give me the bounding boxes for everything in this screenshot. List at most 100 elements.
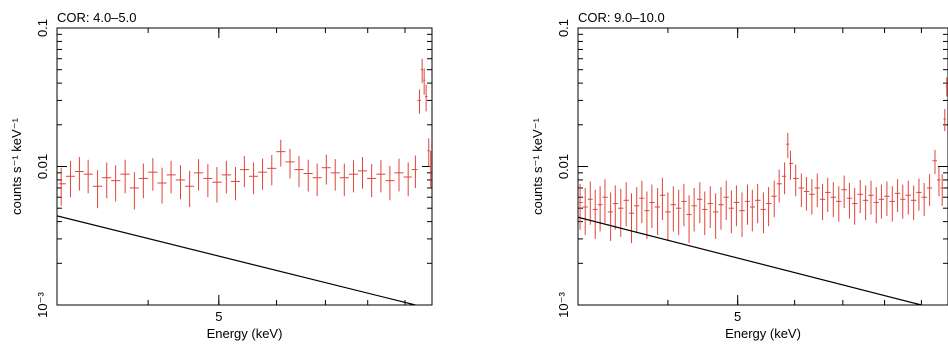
x-axis-label: Energy (keV)	[207, 326, 283, 341]
data-point	[312, 163, 322, 197]
chart-title: COR: 9.0–10.0	[578, 10, 665, 25]
data-point	[702, 191, 708, 236]
data-point	[749, 189, 755, 232]
data-point	[578, 183, 583, 230]
data-point	[889, 186, 895, 222]
data-point	[936, 167, 941, 197]
data-point	[403, 162, 412, 197]
data-point	[83, 159, 93, 194]
plot-area	[578, 77, 948, 305]
data-point	[723, 180, 729, 221]
data-point	[754, 183, 761, 224]
data-point	[129, 172, 139, 210]
data-point	[665, 192, 671, 241]
data-point	[900, 184, 906, 219]
data-point	[203, 164, 213, 198]
plot-frame	[577, 27, 948, 306]
data-point	[862, 185, 869, 221]
model-line	[578, 216, 922, 305]
data-point	[602, 179, 608, 224]
data-point	[592, 189, 598, 239]
data-point	[798, 173, 804, 208]
data-point	[878, 184, 885, 219]
data-point	[394, 158, 404, 192]
y-tick-label: 0.1	[35, 19, 50, 37]
data-point	[940, 174, 944, 206]
data-point	[623, 182, 629, 227]
data-point	[239, 156, 249, 188]
data-point	[258, 158, 268, 190]
data-point	[285, 148, 295, 179]
data-point	[814, 173, 820, 208]
y-tick-label: 0.01	[35, 154, 50, 179]
data-point	[612, 185, 619, 230]
data-point	[212, 167, 222, 203]
panel-cor-9-10: COR: 9.0–10.0 5 10⁻³ 0.01 0.1 Energy (keV) cou…	[530, 10, 948, 341]
data-point	[926, 174, 933, 206]
data-point	[943, 109, 946, 132]
data-point	[185, 170, 195, 208]
data-point	[793, 164, 799, 197]
data-point	[420, 58, 424, 84]
data-point	[102, 162, 112, 199]
y-axis-label: counts s⁻¹ keV⁻¹	[9, 117, 24, 214]
data-point	[873, 187, 879, 224]
data-point	[744, 184, 750, 225]
model-line	[57, 215, 416, 305]
data-point	[429, 150, 432, 188]
data-point	[846, 183, 853, 219]
data-point	[932, 149, 937, 175]
data-point	[385, 165, 395, 201]
data-point	[267, 155, 277, 186]
data-point	[618, 188, 624, 237]
panel-cor-4-5: COR: 4.0–5.0 5 10⁻³ 0.01 0.1 Energy (keV) coun…	[9, 10, 433, 341]
data-point	[654, 187, 660, 236]
data-point	[58, 167, 66, 206]
data-point	[634, 187, 640, 234]
data-point	[659, 177, 666, 221]
data-point	[945, 77, 948, 97]
data-point	[841, 175, 847, 209]
data-point	[74, 157, 84, 191]
data-point	[175, 165, 186, 200]
data-point	[691, 187, 697, 232]
data-point	[649, 184, 655, 228]
data-point	[696, 182, 703, 224]
data-point	[157, 167, 167, 204]
x-tick-label: 5	[215, 309, 222, 324]
data-point	[718, 187, 724, 230]
plot-area	[57, 58, 432, 305]
y-tick-label: 0.01	[556, 154, 571, 179]
data-point	[423, 68, 426, 95]
data-point	[628, 193, 635, 244]
data-point	[294, 156, 304, 188]
data-point	[221, 160, 231, 194]
data-point	[148, 158, 158, 191]
data-point	[303, 159, 313, 192]
data-point	[92, 170, 103, 209]
data-point	[427, 138, 430, 167]
data-point	[138, 163, 149, 199]
data-point	[686, 195, 692, 244]
data-point	[819, 183, 826, 221]
data-point	[348, 160, 359, 193]
data-point	[248, 162, 259, 195]
data-point	[276, 139, 286, 167]
data-point	[771, 180, 777, 218]
data-point	[330, 159, 340, 191]
data-point	[707, 186, 713, 228]
data-point	[825, 177, 831, 212]
data-point	[836, 186, 842, 222]
data-point	[644, 191, 650, 239]
data-point	[894, 179, 901, 212]
data-point	[339, 163, 349, 197]
data-point	[321, 154, 331, 185]
data-point	[760, 192, 767, 234]
data-point	[670, 186, 677, 232]
y-tick-label: 0.1	[556, 19, 571, 37]
y-axis-label: counts s⁻¹ keV⁻¹	[530, 117, 545, 214]
data-point	[830, 182, 837, 218]
data-point	[230, 167, 240, 201]
data-point	[809, 179, 815, 215]
